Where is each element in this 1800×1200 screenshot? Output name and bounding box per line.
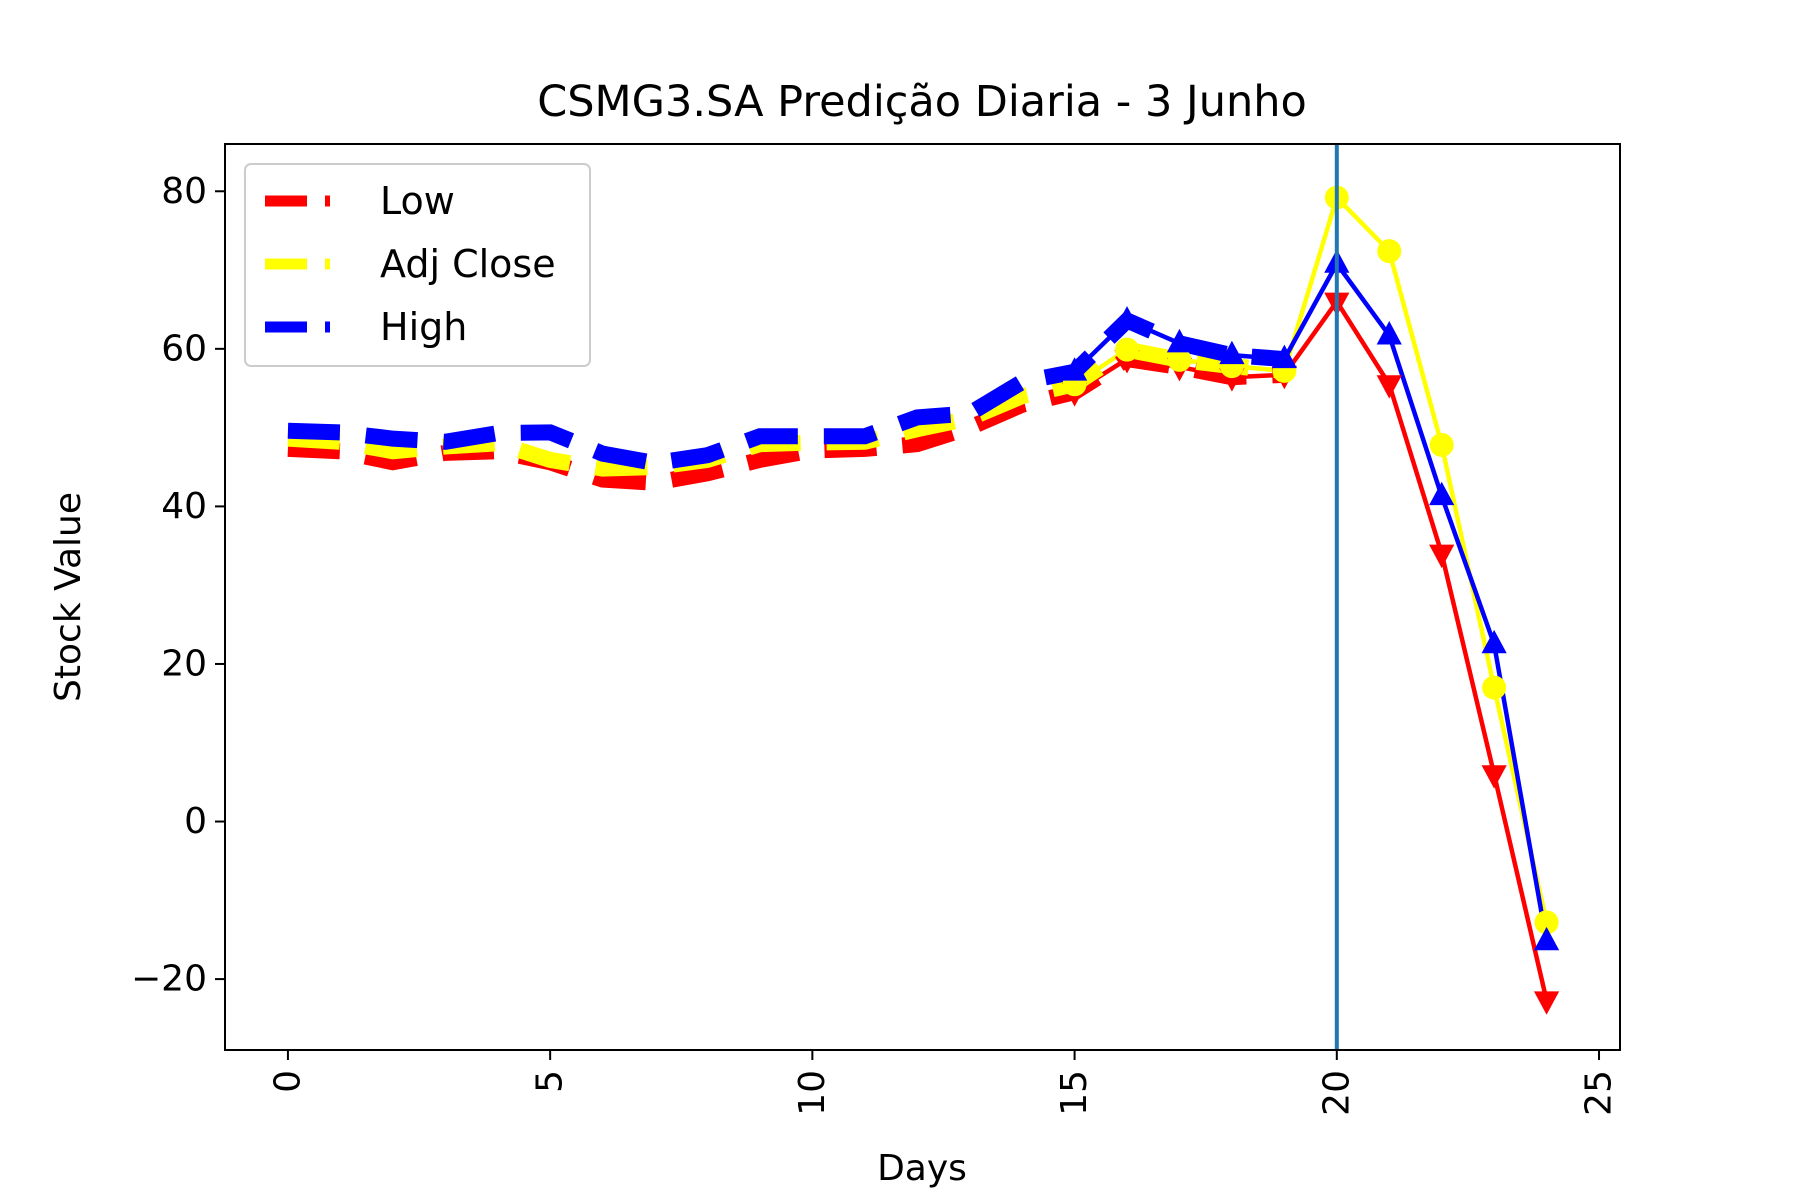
data-point-marker [1534,910,1559,935]
data-point-marker [1376,321,1402,345]
data-point-marker [1429,481,1455,506]
y-axis-ticks: −20 0 20 40 60 80 [131,171,225,1000]
y-axis-label: Stock Value [48,492,89,702]
data-point-marker [1429,544,1455,569]
y-tick-label: 80 [161,171,207,212]
legend: Low Adj Close High [244,163,591,367]
y-tick-label: 60 [161,328,207,369]
x-axis-label: Days [877,1148,967,1189]
series-layer [287,185,1560,1015]
x-tick-label: 0 [267,1070,308,1093]
legend-label-adj-close: Adj Close [380,242,556,286]
chart-title: CSMG3.SA Predição Diaria - 3 Junho [537,77,1307,127]
x-tick-label: 20 [1316,1070,1357,1116]
data-point-marker [1167,347,1192,372]
data-point-marker [1166,328,1193,353]
x-tick-label: 5 [530,1070,571,1093]
y-tick-label: 20 [161,643,207,684]
data-point-marker [1482,675,1507,700]
series-forecast-line [1073,261,1549,942]
data-point-marker [1271,344,1297,369]
plot-frame [224,143,1621,1051]
x-axis-ticks: 0 5 10 15 20 25 [267,1050,1620,1116]
data-point-marker [1219,340,1245,365]
data-point-marker [1533,926,1560,951]
data-point-marker [1114,306,1140,330]
y-tick-label: 40 [161,486,207,527]
legend-label-high: High [380,305,467,349]
data-point-marker [1061,357,1088,381]
x-tick-label: 25 [1579,1070,1620,1116]
data-point-marker [1429,432,1454,457]
legend-box [244,163,591,367]
data-point-marker [1377,239,1402,264]
data-point-marker [1115,337,1140,362]
y-tick-label: 0 [184,801,207,842]
data-point-marker [1481,629,1507,654]
data-point-marker [1376,375,1402,399]
x-tick-label: 15 [1054,1070,1095,1116]
data-point-marker [1481,765,1507,789]
legend-label-low: Low [380,179,455,223]
y-tick-label: −20 [131,959,207,1000]
data-point-marker [1533,991,1560,1015]
x-tick-label: 10 [792,1070,833,1116]
